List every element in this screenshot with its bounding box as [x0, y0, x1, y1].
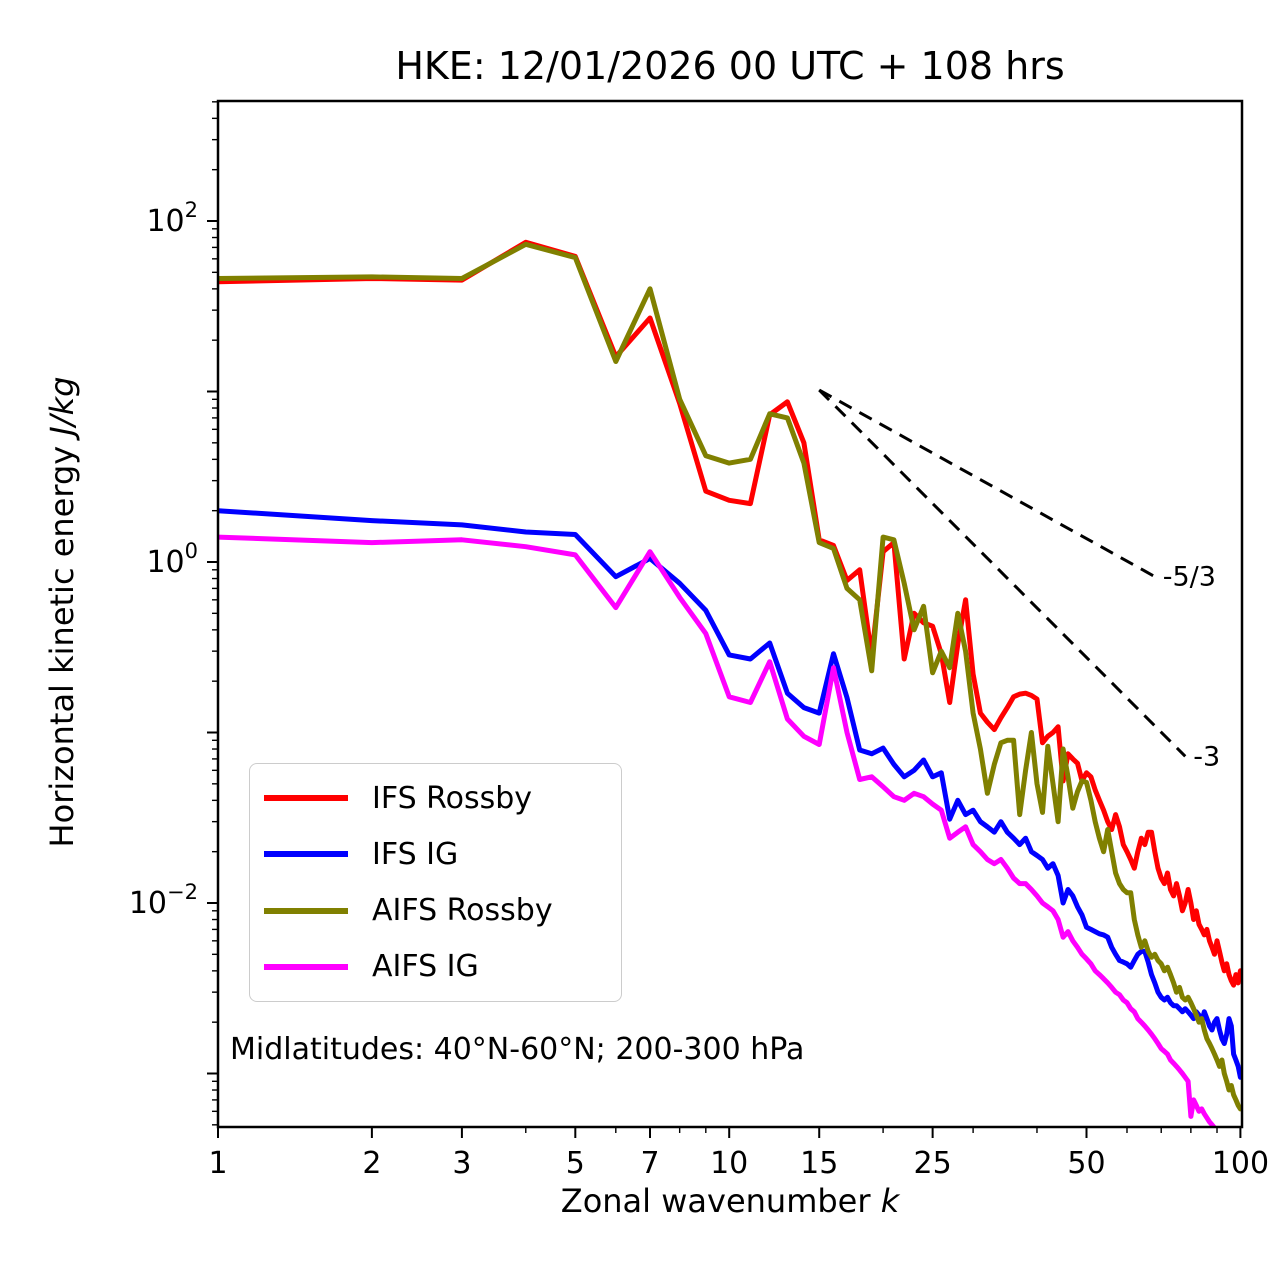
x-tick-label: 15 — [800, 1146, 838, 1181]
plot-spines — [216, 99, 1244, 1129]
x-tick-label: 7 — [640, 1146, 659, 1181]
reference-line--5/3 — [818, 388, 1156, 578]
y-axis-label: Horizontal kinetic energy J/kg — [43, 377, 81, 848]
legend-swatch — [264, 851, 348, 858]
legend-label: AIFS IG — [372, 949, 479, 985]
legend: IFS Rossby IFS IG AIFS Rossby AIFS IG — [249, 763, 622, 1002]
x-tick-label: 25 — [914, 1146, 952, 1181]
y-tick-label: 10−2 — [129, 880, 198, 921]
y-tick-label: 102 — [146, 198, 198, 239]
x-tick-label: 10 — [710, 1146, 748, 1181]
reference-line--3 — [818, 388, 1187, 758]
x-tick-label: 3 — [452, 1146, 471, 1181]
y-axis-label-text: Horizontal kinetic energy — [43, 435, 81, 848]
legend-item: AIFS IG — [250, 949, 621, 984]
legend-swatch — [264, 907, 348, 914]
legend-item: IFS IG — [250, 837, 621, 872]
series-line-aifs-ig — [218, 534, 1218, 1127]
x-tick-label: 100 — [1212, 1146, 1269, 1181]
x-tick-label: 2 — [362, 1146, 381, 1181]
reference-line-label: -5/3 — [1163, 562, 1216, 593]
x-tick-label: 1 — [208, 1146, 227, 1181]
chart-title: HKE: 12/01/2026 00 UTC + 108 hrs — [395, 44, 1065, 88]
region-annotation: Midlatitudes: 40°N-60°N; 200-300 hPa — [230, 1032, 805, 1067]
x-axis-label: Zonal wavenumber k — [218, 1182, 1242, 1220]
x-axis-label-text: Zonal wavenumber — [560, 1182, 881, 1220]
y-tick-label: 100 — [146, 539, 198, 580]
series-line-ifs-rossby — [218, 239, 1242, 988]
series-line-aifs-rossby — [218, 241, 1242, 1112]
x-tick-label: 5 — [566, 1146, 585, 1181]
legend-label: IFS Rossby — [372, 780, 533, 816]
legend-swatch — [264, 963, 348, 970]
y-axis-label-units: J/kg — [43, 376, 81, 436]
legend-item: IFS Rossby — [250, 781, 621, 816]
legend-swatch — [264, 795, 348, 802]
x-axis-label-symbol: k — [880, 1182, 900, 1220]
x-tick-label: 50 — [1067, 1146, 1105, 1181]
legend-item: AIFS Rossby — [250, 893, 621, 928]
reference-line-label: -3 — [1193, 741, 1220, 772]
legend-label: AIFS Rossby — [372, 893, 553, 929]
legend-label: IFS IG — [372, 836, 459, 872]
